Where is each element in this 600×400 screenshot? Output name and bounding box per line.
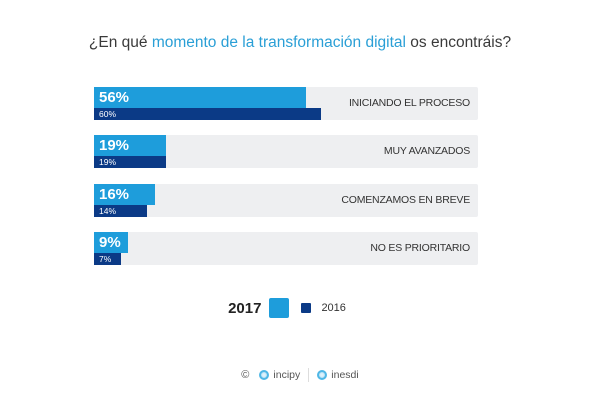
data-label-2017: 19% (99, 137, 130, 154)
data-label-2017: 56% (99, 89, 130, 106)
incipy-logo-icon (259, 370, 270, 380)
title-before: ¿En qué (88, 34, 152, 51)
legend-label-2016: 2016 (321, 302, 346, 314)
bar-row: 9% 7% NO ES PRIORITARIO (94, 232, 478, 265)
bar-row: 19% 19% MUY AVANZADOS (94, 135, 478, 168)
title-after: os encontráis? (405, 34, 512, 51)
bar-2016 (94, 108, 322, 120)
bar-2016 (94, 253, 121, 265)
footer-divider (308, 368, 310, 382)
bar-row: 56% 60% INICIANDO EL PROCESO (94, 87, 478, 120)
bar-2017 (94, 184, 155, 205)
bar-track (94, 184, 478, 217)
legend-swatch-2017 (269, 298, 290, 318)
legend: 2017 2016 (0, 298, 600, 318)
data-label-2016: 19% (99, 157, 117, 167)
data-label-2016: 7% (99, 254, 112, 264)
footer: © incipy inesdi (0, 368, 600, 382)
inesdi-logo-icon (317, 370, 328, 380)
data-label-2016: 14% (99, 206, 117, 216)
bar-2017 (94, 232, 129, 253)
data-label-2017: 9% (99, 234, 121, 251)
bar-2017 (94, 135, 166, 156)
brand-incipy: incipy (273, 369, 301, 381)
data-label-2017: 16% (99, 186, 130, 203)
title-highlight: momento de la transformación digital (151, 34, 406, 51)
legend-swatch-2016 (301, 303, 312, 313)
category-label: COMENZAMOS EN BREVE (341, 194, 470, 206)
category-label: NO ES PRIORITARIO (370, 242, 470, 254)
legend-label-2017: 2017 (228, 299, 262, 317)
bar-track (94, 232, 478, 265)
category-label: MUY AVANZADOS (383, 145, 470, 157)
bar-2017 (94, 87, 307, 108)
data-label-2016: 60% (99, 109, 117, 119)
bar-2016 (94, 156, 166, 168)
copyright-icon: © (241, 369, 250, 381)
chart-title: ¿En qué momento de la transformación dig… (0, 34, 600, 52)
brand-inesdi: inesdi (331, 369, 359, 381)
bar-row: 16% 14% COMENZAMOS EN BREVE (94, 184, 478, 217)
bar-2016 (94, 205, 148, 217)
category-label: INICIANDO EL PROCESO (348, 97, 470, 109)
